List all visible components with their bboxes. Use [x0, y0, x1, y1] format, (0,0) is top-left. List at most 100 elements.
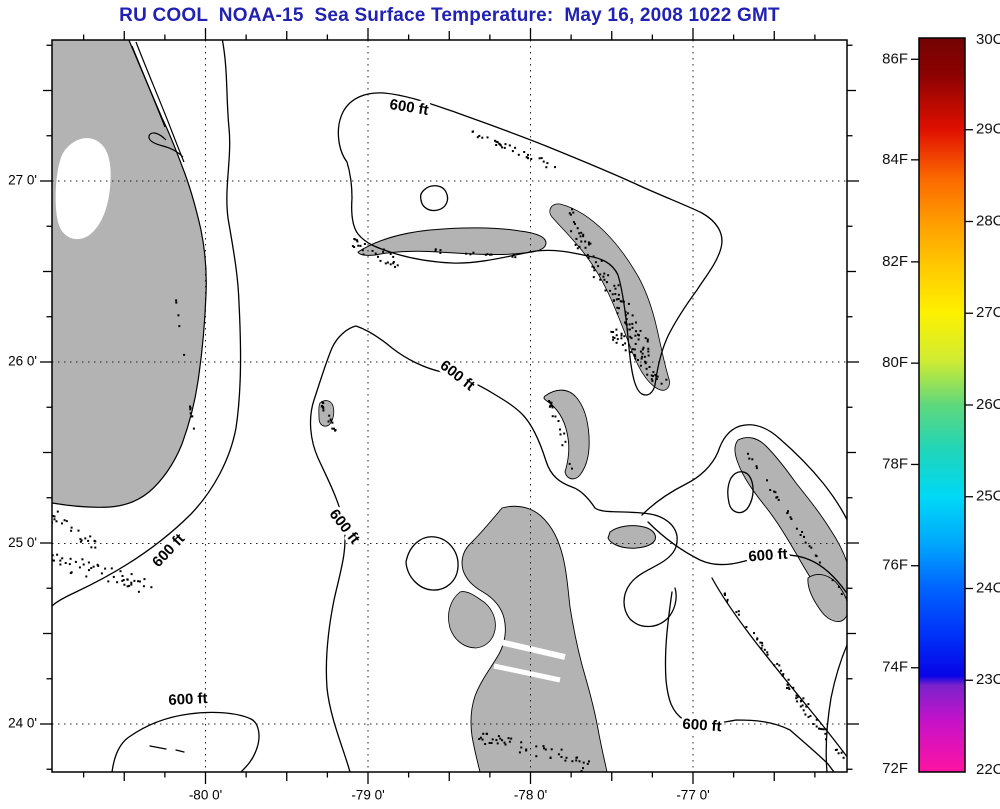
- islet-speck: [780, 669, 782, 672]
- islet-speck: [610, 330, 613, 333]
- islet-speck: [52, 554, 54, 557]
- islet-speck: [63, 519, 66, 522]
- islet-speck: [802, 697, 805, 700]
- islet-speck: [56, 553, 59, 556]
- islet-speck: [501, 146, 504, 149]
- islet-speck: [394, 265, 396, 268]
- islet-speck: [87, 539, 90, 542]
- islet-speck: [805, 705, 808, 708]
- islet-speck: [592, 276, 595, 279]
- islet-speck: [545, 166, 548, 169]
- islet-speck: [130, 573, 133, 576]
- islet-speck: [439, 249, 442, 252]
- islet-speck: [626, 312, 629, 315]
- islet-speck: [629, 335, 632, 338]
- islet-speck: [96, 563, 99, 566]
- islet-speck: [92, 565, 95, 568]
- y-axis-tick-label: 25 0': [8, 535, 37, 550]
- islet-speck: [503, 741, 506, 744]
- islet-speck: [175, 299, 178, 302]
- islet-speck: [322, 402, 325, 405]
- islet-speck: [511, 255, 514, 258]
- islet-speck: [471, 130, 474, 133]
- islet-speck: [615, 298, 618, 301]
- islet-speck: [392, 262, 395, 265]
- islet-speck: [392, 261, 395, 263]
- islet-speck: [495, 140, 498, 143]
- islet-speck: [569, 213, 572, 216]
- islet-speck: [517, 153, 520, 156]
- islet-speck: [584, 240, 587, 243]
- colorbar-celsius-label: 27C: [976, 304, 1000, 321]
- y-axis-tick-label: 27 0': [8, 173, 37, 188]
- islet-speck: [602, 275, 605, 278]
- islet-speck: [439, 251, 442, 254]
- page-title: RU COOL NOAA-15 Sea Surface Temperature:…: [119, 5, 780, 26]
- islet-speck: [549, 757, 552, 759]
- andros-northwest-lobe: [448, 591, 496, 649]
- islet-speck: [549, 404, 552, 407]
- islet-speck: [631, 348, 634, 351]
- islet-speck: [501, 739, 503, 742]
- islet-speck: [594, 261, 597, 264]
- islet-speck: [586, 762, 589, 765]
- canaveral-barrier-island-1: [135, 41, 185, 163]
- islet-speck: [760, 647, 763, 650]
- islet-speck: [465, 252, 468, 255]
- islet-speck: [544, 748, 547, 751]
- islet-speck: [789, 516, 792, 519]
- islet-speck: [331, 427, 334, 430]
- islet-speck: [64, 562, 67, 564]
- colorbar-gradient: [919, 38, 965, 772]
- islet-speck: [788, 688, 791, 690]
- islet-speck: [52, 559, 55, 562]
- berry-islands: [543, 389, 590, 480]
- deep-pocket-oval-contour: [405, 536, 459, 591]
- islet-speck: [379, 259, 382, 262]
- canaveral-barrier-island-2: [131, 45, 166, 128]
- islet-speck: [787, 678, 790, 681]
- cay-sal-bank-600ft-contour: [111, 711, 260, 772]
- islet-speck: [748, 457, 751, 460]
- islet-speck: [65, 520, 68, 523]
- y-axis-tick-label: 24 0': [8, 716, 37, 731]
- eleuthera-island: [734, 437, 847, 604]
- y-axis-tick-label: 26 0': [8, 354, 37, 369]
- islet-speck: [382, 250, 385, 253]
- islet-speck: [787, 510, 789, 513]
- islet-speck: [496, 742, 499, 745]
- islet-speck: [624, 310, 627, 313]
- islet-speck: [766, 479, 768, 482]
- islet-speck: [571, 467, 573, 470]
- islet-speck: [333, 427, 335, 430]
- islet-speck: [542, 160, 545, 163]
- islet-speck: [781, 674, 784, 677]
- islet-speck: [812, 723, 815, 725]
- islet-speck: [478, 738, 481, 740]
- islet-speck: [94, 546, 97, 549]
- islet-speck: [189, 406, 192, 409]
- islet-speck: [617, 284, 620, 287]
- islet-speck: [70, 529, 73, 532]
- islet-speck: [82, 563, 85, 566]
- islet-speck: [520, 741, 523, 744]
- islet-speck: [578, 245, 581, 248]
- islet-speck: [651, 379, 654, 382]
- islet-speck: [56, 510, 59, 513]
- islet-speck: [560, 748, 563, 751]
- islet-speck: [626, 328, 629, 331]
- islet-speck: [322, 409, 325, 412]
- islet-speck: [620, 300, 623, 303]
- islet-speck: [792, 686, 795, 689]
- south-eleuthera-island: [807, 574, 847, 622]
- islet-speck: [327, 420, 330, 423]
- islet-speck: [138, 580, 141, 583]
- islet-speck: [363, 243, 366, 245]
- islet-speck: [97, 564, 100, 567]
- contour-depth-label: 600 ft: [437, 357, 478, 395]
- islet-speck: [88, 569, 90, 572]
- islet-speck: [175, 301, 178, 304]
- colorbar-fahrenheit-label: 74F: [882, 659, 908, 676]
- islet-speck: [655, 378, 658, 380]
- islet-speck: [620, 332, 623, 335]
